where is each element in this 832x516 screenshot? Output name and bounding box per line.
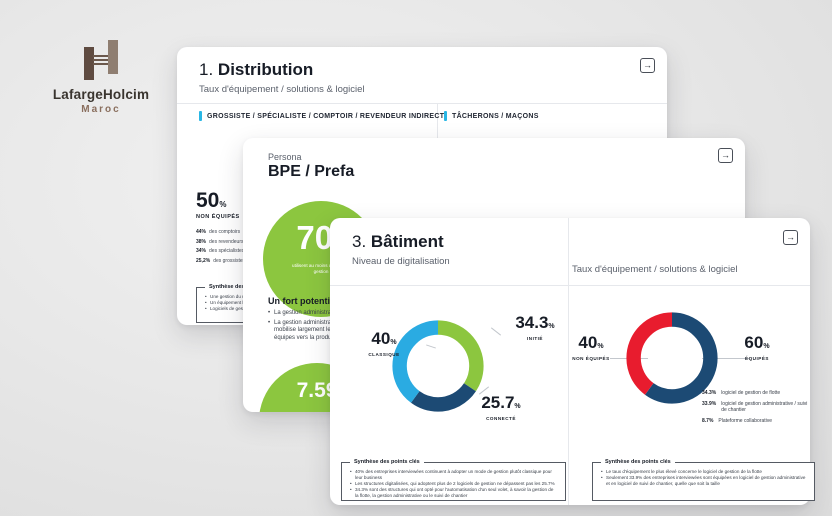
- percent-sign: %: [219, 200, 227, 209]
- insight-bullet: La gestion administrative mobilise large…: [268, 320, 350, 343]
- digitalisation-donut-chart: [390, 318, 486, 414]
- row-percent: 44%: [196, 229, 207, 235]
- row-label: des revendeurs indirects: [209, 238, 264, 245]
- row-label: logiciel de gestion de flotte: [721, 390, 781, 396]
- open-slide-icon[interactable]: →: [783, 230, 798, 245]
- label-initie: 34.3% INITIÉ: [515, 313, 555, 341]
- brand-name: LafargeHolcim: [52, 87, 150, 102]
- open-slide-icon[interactable]: →: [718, 148, 733, 163]
- donut-segment-non-quip-s: [626, 312, 718, 404]
- synthesis-bullet: Seulement 33.9% des entreprises intervie…: [600, 475, 807, 487]
- tab-tacherons[interactable]: TÂCHERONS / MAÇONS: [444, 111, 539, 121]
- stat-label: NON ÉQUIPÉS: [196, 214, 240, 220]
- stat-value: 50%: [196, 189, 227, 212]
- percent-sign: %: [514, 403, 521, 410]
- synthesis-title: Synthèse des points clés: [601, 459, 675, 465]
- synthesis-box-left: Synthèse des points clés 40% des entrepr…: [341, 459, 566, 501]
- synthesis-bullet: 34.3% sont des structures qui ont opté p…: [349, 487, 558, 499]
- percent-sign: %: [390, 339, 397, 346]
- percent-sign: %: [597, 343, 604, 350]
- open-slide-icon[interactable]: →: [640, 58, 655, 73]
- tab-grossiste[interactable]: GROSSISTE / SPÉCIALISTE / COMPTOIR / REV…: [199, 111, 444, 121]
- stat-detail-row: 25,2% des grossistes: [196, 258, 264, 264]
- stat-detail-list: 44% des comptoirs 38% des revendeurs indire…: [196, 229, 264, 267]
- monogram-stripes: [93, 55, 109, 66]
- slide-subtitle-left: Niveau de digitalisation: [352, 256, 450, 267]
- monogram-right-bar: [108, 40, 118, 74]
- persona-kicker: Persona: [268, 152, 302, 162]
- row-label: logiciel de gestion administrative / sui…: [721, 401, 808, 413]
- slide-header: 1. Distribution Taux d'équipement / solu…: [199, 60, 365, 95]
- percent-sign: %: [548, 323, 555, 330]
- lafargeholcim-logo: LafargeHolcim Maroc: [36, 40, 166, 115]
- row-label: des spécialistes: [209, 248, 245, 254]
- synthesis-bullets: 40% des entreprises interviewées continu…: [342, 463, 565, 500]
- breakdown-row: 8.7% Plateforme collaborative: [702, 418, 808, 424]
- synthesis-title: Synthèse des points clés: [205, 284, 279, 290]
- synthesis-box-right: Synthèse des points clés Le taux d'équip…: [592, 459, 815, 501]
- label-connecte: 25.7% CONNECTÉ: [481, 393, 521, 421]
- insight-heading: Un fort potentiel: [268, 296, 338, 306]
- insight-bullets: La gestion administrative La gestion admi…: [268, 310, 350, 342]
- stat-detail-row: 44% des comptoirs: [196, 229, 264, 235]
- column-divider: [568, 218, 569, 505]
- donut-svg: [392, 320, 484, 412]
- slide-title: 3. Bâtiment: [352, 232, 444, 251]
- row-percent: 34.3%: [702, 390, 717, 396]
- persona-title: BPE / Prefa: [268, 163, 355, 180]
- breakdown-row: 33.9% logiciel de gestion administrative …: [702, 401, 808, 413]
- slide-subtitle-right: Taux d'équipement / solutions & logiciel: [572, 264, 738, 275]
- donut-segment-classique: [392, 320, 484, 412]
- slide-header: Persona BPE / Prefa: [268, 152, 354, 181]
- donut-segment-connect-: [392, 320, 484, 412]
- header-divider: [177, 103, 667, 104]
- synthesis-bullets: Le taux d'équipement le plus élevé conce…: [593, 463, 814, 491]
- donut-svg: [626, 312, 718, 404]
- slide-number: 1.: [199, 60, 214, 79]
- row-label: Plateforme collaborative: [718, 418, 773, 424]
- slide-header: 3. Bâtiment Niveau de digitalisation: [352, 232, 450, 267]
- header-divider: [330, 285, 810, 286]
- row-percent: 25,2%: [196, 257, 211, 264]
- row-percent: 33.9%: [702, 401, 717, 407]
- synthesis-title: Synthèse des points clés: [350, 459, 424, 465]
- tab-label: GROSSISTE / SPÉCIALISTE / COMPTOIR / REV…: [207, 112, 445, 120]
- slide-number: 3.: [352, 232, 367, 251]
- brand-region: Maroc: [81, 104, 121, 115]
- synthesis-bullet: Le taux d'équipement le plus élevé conce…: [600, 469, 807, 475]
- synthesis-bullet: Les structures digitalisées, qui adopten…: [349, 481, 558, 487]
- slide-subtitle: Taux d'équipement / solutions & logiciel: [199, 84, 365, 95]
- persona-insight: Un fort potentiel La gestion administrat…: [268, 296, 350, 344]
- row-percent: 38%: [196, 238, 207, 245]
- breakdown-row: 34.3% logiciel de gestion de flotte: [702, 390, 808, 396]
- leader-line-equipes: [702, 358, 750, 359]
- percent-sign: %: [763, 343, 770, 350]
- row-label: des grossistes: [213, 257, 246, 264]
- tab-accent-bar: [444, 111, 447, 121]
- slide-batiment: → 3. Bâtiment Niveau de digitalisation T…: [330, 218, 815, 505]
- non-equipes-stat: 50% NON ÉQUIPÉS: [196, 189, 240, 220]
- stat-detail-row: 34% des spécialistes: [196, 248, 264, 254]
- row-label: des comptoirs: [209, 229, 241, 235]
- equipement-donut-chart: [624, 310, 720, 406]
- label-non-equipes: 40% NON ÉQUIPÉS: [572, 333, 610, 361]
- equipment-breakdown-list: 34.3% logiciel de gestion de flotte 33.9% l…: [702, 390, 808, 429]
- monogram-left-bar: [84, 47, 94, 80]
- insight-bullet: La gestion administrative: [268, 310, 350, 318]
- row-percent: 34%: [196, 248, 207, 254]
- stat-detail-row: 38% des revendeurs indirects: [196, 239, 264, 245]
- row-percent: 8.7%: [702, 418, 714, 424]
- synthesis-bullet: 40% des entreprises interviewées continu…: [349, 469, 558, 481]
- lh-monogram-icon: [84, 40, 118, 80]
- label-classique: 40% CLASSIQUE: [368, 329, 400, 357]
- slide-title: 1. Distribution: [199, 60, 314, 79]
- kpi-value: 7.59: [296, 379, 338, 402]
- kpi-caption: utilisent au moins un outil de gestion: [292, 263, 350, 274]
- tab-label: TÂCHERONS / MAÇONS: [452, 112, 539, 120]
- label-equipes: 60% ÉQUIPÉS: [744, 333, 770, 361]
- tab-accent-bar: [199, 111, 202, 121]
